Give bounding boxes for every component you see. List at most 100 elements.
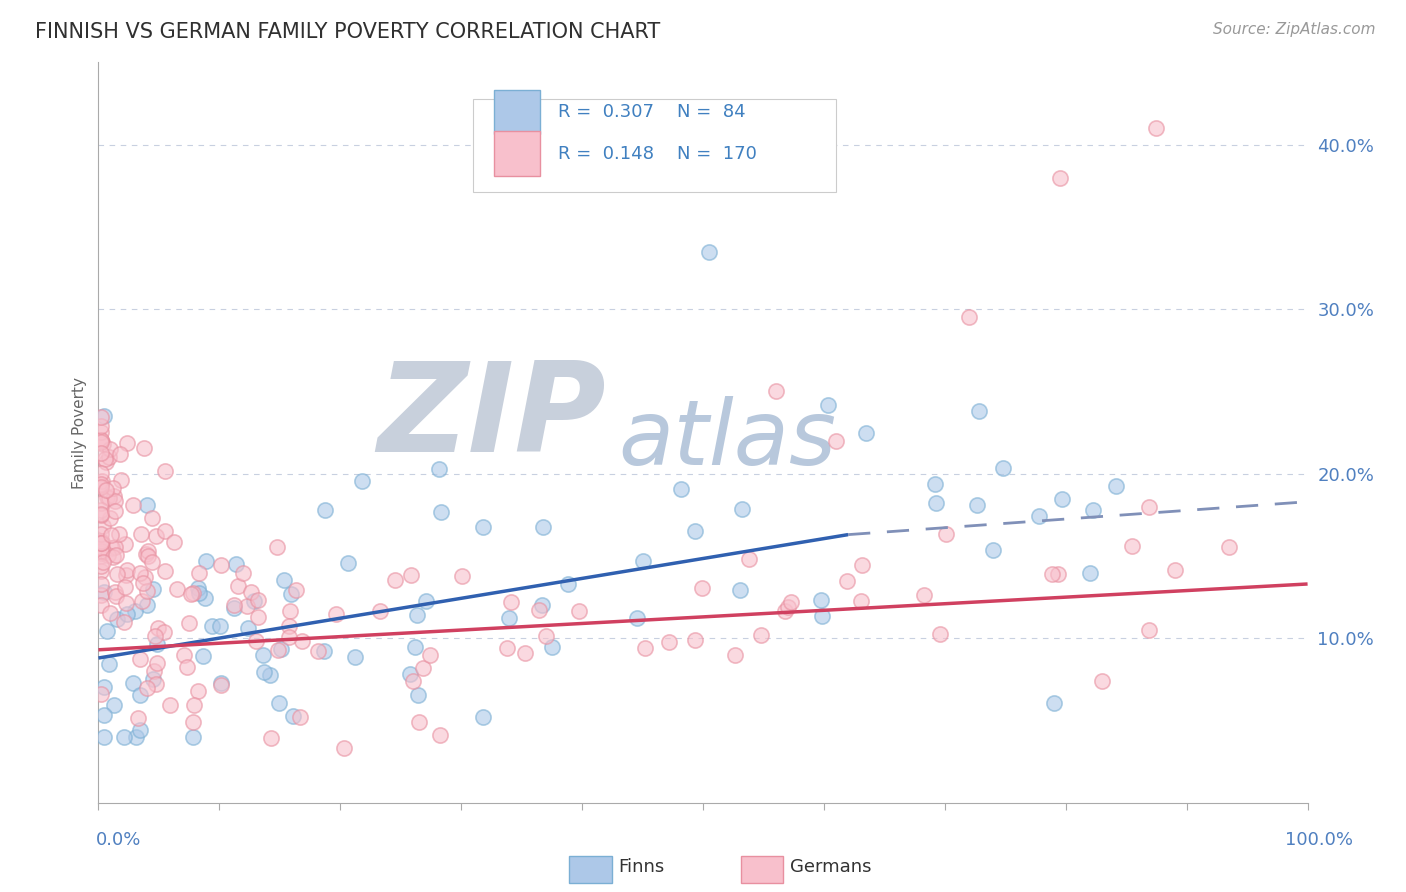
Point [384, 573, 406, 587]
Point [163, 535, 186, 549]
Point [105, 612, 128, 626]
Point [104, 589, 127, 603]
Point [90, 544, 112, 558]
Point [104, 493, 127, 508]
Point [337, 556, 360, 570]
Point [91, 541, 114, 555]
Point [352, 474, 374, 488]
Point [125, 730, 148, 744]
Point [188, 586, 211, 600]
Point [749, 628, 772, 642]
Point [115, 607, 138, 621]
Point [697, 244, 720, 259]
Point [731, 502, 754, 516]
Point [541, 640, 564, 655]
Point [284, 582, 307, 597]
Point [415, 594, 437, 608]
Point [114, 615, 136, 629]
Point [90, 598, 112, 612]
Point [683, 524, 706, 538]
Text: Germans: Germans [790, 858, 872, 876]
Point [152, 625, 174, 640]
Text: ZIP: ZIP [378, 358, 606, 478]
Point [1146, 121, 1168, 136]
Point [835, 574, 858, 588]
Point [810, 593, 832, 607]
Point [181, 585, 204, 599]
Point [104, 504, 127, 518]
Point [1137, 623, 1160, 637]
Point [981, 542, 1004, 557]
Point [101, 550, 124, 565]
Point [110, 473, 132, 487]
Point [513, 647, 536, 661]
Point [267, 697, 290, 711]
Point [100, 528, 122, 542]
Point [93, 451, 115, 466]
Text: 100.0%: 100.0% [1285, 831, 1353, 849]
Point [108, 527, 131, 541]
Point [1137, 500, 1160, 514]
Point [222, 598, 245, 612]
Point [957, 310, 980, 325]
Point [129, 689, 152, 703]
Point [273, 573, 295, 587]
Point [406, 688, 429, 702]
FancyBboxPatch shape [474, 99, 837, 192]
Point [209, 676, 232, 690]
Text: Finns: Finns [619, 858, 665, 876]
Point [90, 446, 112, 460]
Point [1218, 540, 1240, 554]
Point [314, 503, 336, 517]
Point [534, 629, 557, 643]
Point [114, 580, 136, 594]
Point [291, 634, 314, 648]
Point [142, 582, 165, 597]
Point [153, 464, 176, 478]
Point [177, 615, 200, 630]
Point [128, 566, 150, 580]
Point [90, 480, 112, 494]
Point [90, 536, 112, 550]
Point [266, 540, 288, 554]
Point [117, 563, 139, 577]
Point [91, 519, 114, 533]
Point [131, 527, 153, 541]
Point [193, 648, 215, 663]
Point [1046, 567, 1069, 582]
Point [450, 569, 472, 583]
Point [101, 541, 124, 555]
Point [104, 548, 127, 562]
Text: Source: ZipAtlas.com: Source: ZipAtlas.com [1212, 22, 1375, 37]
Point [408, 714, 430, 729]
Point [728, 582, 751, 597]
Point [245, 634, 267, 648]
Point [967, 404, 990, 418]
Point [278, 604, 301, 618]
Point [103, 490, 125, 504]
Point [136, 544, 159, 558]
Point [201, 619, 224, 633]
Point [1040, 566, 1063, 581]
Point [626, 611, 648, 625]
Point [1081, 503, 1104, 517]
Point [252, 665, 274, 680]
Point [498, 611, 520, 625]
Point [96, 624, 118, 639]
Point [404, 640, 426, 654]
Point [402, 673, 425, 688]
Text: R =  0.148    N =  170: R = 0.148 N = 170 [558, 145, 756, 162]
Point [90, 433, 112, 447]
Point [427, 462, 450, 476]
Point [97, 548, 120, 562]
Point [90, 687, 112, 701]
Point [104, 585, 127, 599]
Point [267, 642, 290, 657]
Point [93, 680, 115, 694]
Point [141, 555, 163, 569]
Point [90, 576, 112, 591]
Point [128, 723, 150, 737]
Point [98, 442, 121, 456]
Point [991, 460, 1014, 475]
Point [166, 582, 188, 597]
